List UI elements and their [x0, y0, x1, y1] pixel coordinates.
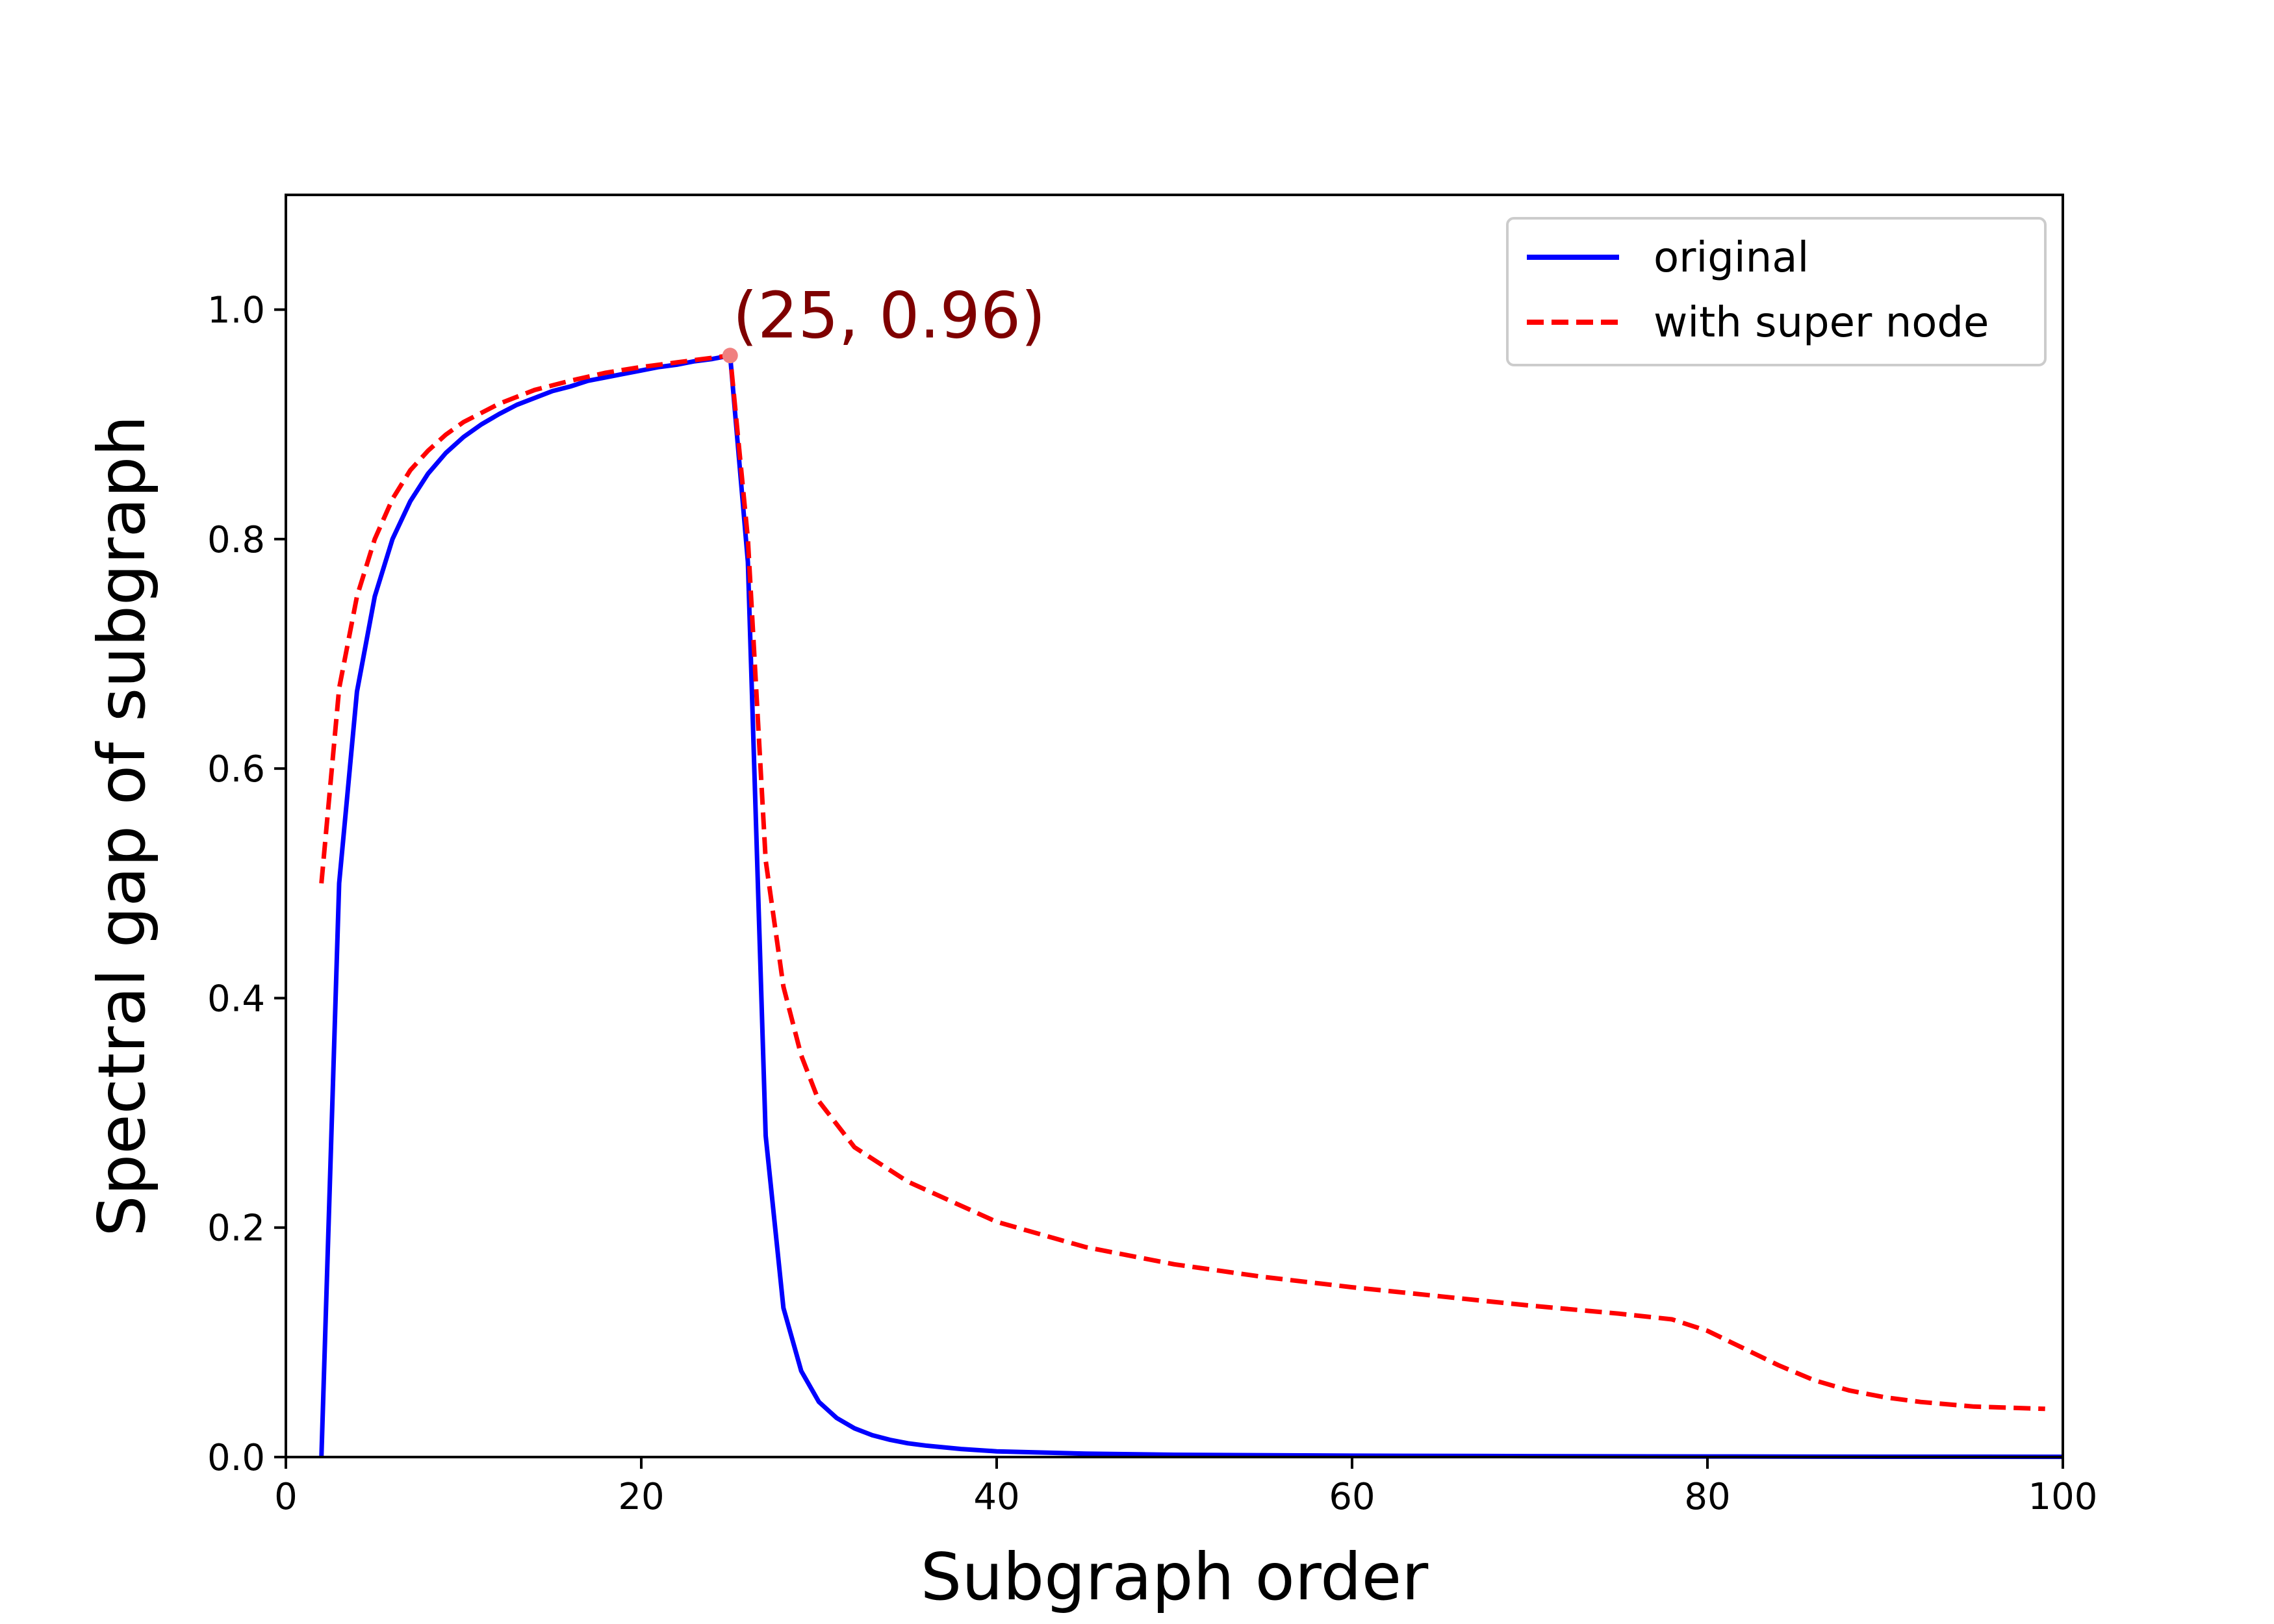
- annotation-label: (25, 0.96): [733, 279, 1046, 353]
- legend: original with super node: [1506, 217, 2047, 366]
- series-line-with-super-node: [319, 353, 2045, 1412]
- x-axis-ticks: 0 20 40 60 80 100: [274, 1457, 2097, 1518]
- legend-label-with-super-node: with super node: [1654, 299, 1989, 347]
- series-layer: [319, 353, 2063, 1460]
- y-tick-label: 0.0: [207, 1437, 265, 1479]
- y-tick-label: 0.6: [207, 748, 265, 791]
- y-tick-label: 0.4: [207, 978, 265, 1020]
- x-tick-label: 0: [274, 1476, 298, 1518]
- y-tick-label: 0.8: [207, 519, 265, 561]
- y-axis-ticks: 0.0 0.2 0.4 0.6 0.8 1.0: [207, 290, 286, 1479]
- x-tick-label: 20: [618, 1476, 664, 1518]
- legend-label-original: original: [1654, 234, 1809, 282]
- x-tick-label: 60: [1329, 1476, 1375, 1518]
- y-tick-label: 0.2: [207, 1208, 265, 1250]
- x-axis-label: Subgraph order: [921, 1539, 1429, 1615]
- legend-box: [1506, 217, 2047, 366]
- x-tick-label: 100: [2028, 1476, 2098, 1518]
- x-tick-label: 40: [973, 1476, 1019, 1518]
- x-tick-label: 80: [1684, 1476, 1730, 1518]
- y-axis-label: Spectral gap of subgraph: [84, 415, 160, 1237]
- annotation-point: [722, 348, 738, 364]
- plot-frame: [285, 194, 2064, 1458]
- annotation-layer: (25, 0.96): [722, 279, 1046, 364]
- y-tick-label: 1.0: [207, 290, 265, 332]
